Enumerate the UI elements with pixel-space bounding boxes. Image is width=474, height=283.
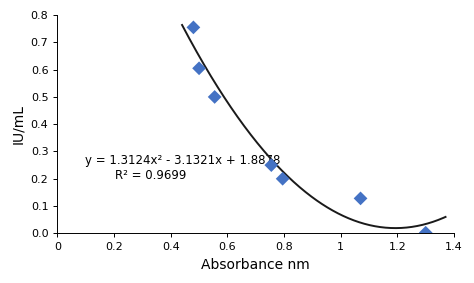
- Point: [357, 196, 365, 201]
- Y-axis label: IU/mL: IU/mL: [11, 104, 25, 144]
- Point: [267, 163, 275, 167]
- X-axis label: Absorbance nm: Absorbance nm: [201, 258, 310, 272]
- Point: [195, 66, 203, 70]
- Point: [190, 25, 197, 30]
- Text: y = 1.3124x² - 3.1321x + 1.8878
        R² = 0.9699: y = 1.3124x² - 3.1321x + 1.8878 R² = 0.9…: [85, 154, 281, 182]
- Point: [422, 230, 429, 235]
- Point: [279, 177, 286, 181]
- Point: [211, 95, 219, 99]
